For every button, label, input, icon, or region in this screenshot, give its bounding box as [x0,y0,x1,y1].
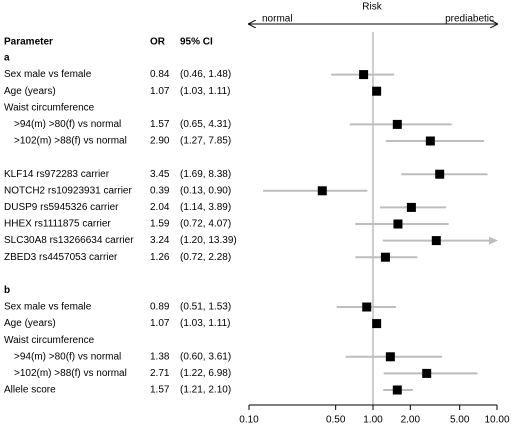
or-marker [393,219,403,229]
or-marker [435,169,445,179]
ci-label: (0.46, 1.48) [180,69,231,80]
or-marker [425,136,435,146]
or-marker [406,202,416,212]
row-label: NOTCH2 rs10923931 carrier [4,185,132,196]
ci-label: (0.72, 4.07) [180,219,231,230]
or-label: 3.45 [150,169,170,180]
or-label: 3.24 [150,235,170,246]
or-marker [359,70,369,80]
row-label: SLC30A8 rs13266634 carrier [4,235,134,246]
or-label: 0.84 [150,69,170,80]
or-label: 0.89 [150,302,170,313]
or-marker [385,352,395,362]
or-label: 0.39 [150,185,170,196]
ci-label: (0.72, 2.28) [180,252,231,263]
row-label: Sex male vs female [4,302,92,313]
row-label: >102(m) >88(f) vs normal [14,368,127,379]
row-label: HHEX rs1111875 carrier [4,219,111,230]
x-tick-label: 0.10 [239,415,259,426]
or-label: 2.90 [150,136,170,147]
ci-label: (0.65, 4.31) [180,119,231,130]
or-marker [372,86,382,96]
row-label: >94(m) >80(f) vs normal [14,119,121,130]
or-marker [380,252,390,262]
direction-label: prediabetic [445,14,494,25]
row-label: a [4,53,10,64]
ci-label: (0.13, 0.90) [180,185,231,196]
ci-label: (1.69, 8.38) [180,169,231,180]
or-label: 1.26 [150,252,170,263]
x-tick-label: 1.00 [363,415,383,426]
ci-label: (1.20, 13.39) [180,235,237,246]
ci-label: (1.03, 1.11) [180,318,230,329]
row-label: b [4,285,10,296]
or-marker [372,319,382,329]
or-marker [392,385,402,395]
ci-arrow [489,236,498,245]
or-label: 1.07 [150,318,170,329]
or-label: 1.57 [150,119,170,130]
x-label: Risk [362,2,382,13]
row-label: Waist circumference [4,102,95,113]
row-label: Waist circumference [4,335,95,346]
ci-label: (1.27, 7.85) [180,136,231,147]
row-label: >94(m) >80(f) vs normal [14,351,121,362]
row-label: DUSP9 rs5945326 carrier [4,202,119,213]
or-marker [317,186,327,196]
or-marker [431,236,441,246]
or-label: 1.57 [150,385,170,396]
ci-label: (0.60, 3.61) [180,351,231,362]
or-label: 1.59 [150,219,170,230]
column-header: 95% CI [180,37,213,48]
column-header: OR [150,37,166,48]
x-tick-label: 2.00 [401,415,421,426]
ci-label: (1.14, 3.89) [180,202,231,213]
x-tick-label: 10.00 [484,415,509,426]
row-label: KLF14 rs972283 carrier [4,169,110,180]
or-marker [392,119,402,129]
row-label: ZBED3 rs4457053 carrier [4,252,118,263]
or-label: 2.04 [150,202,170,213]
or-label: 1.38 [150,351,170,362]
row-label: Age (years) [4,318,56,329]
ci-label: (0.51, 1.53) [180,302,231,313]
x-tick-label: 0.50 [326,415,346,426]
ci-label: (1.21, 2.10) [180,385,231,396]
row-label: Age (years) [4,86,56,97]
or-label: 2.71 [150,368,170,379]
ci-label: (1.03, 1.11) [180,86,230,97]
or-marker [362,302,372,312]
row-label: >102(m) >88(f) vs normal [14,136,127,147]
ci-label: (1.22, 6.98) [180,368,231,379]
or-label: 1.07 [150,86,170,97]
or-marker [422,368,432,378]
direction-label: normal [262,14,293,25]
x-tick-label: 5.00 [450,415,470,426]
row-label: Sex male vs female [4,69,92,80]
column-header: Parameter [4,37,53,48]
row-label: Allele score [4,385,56,396]
